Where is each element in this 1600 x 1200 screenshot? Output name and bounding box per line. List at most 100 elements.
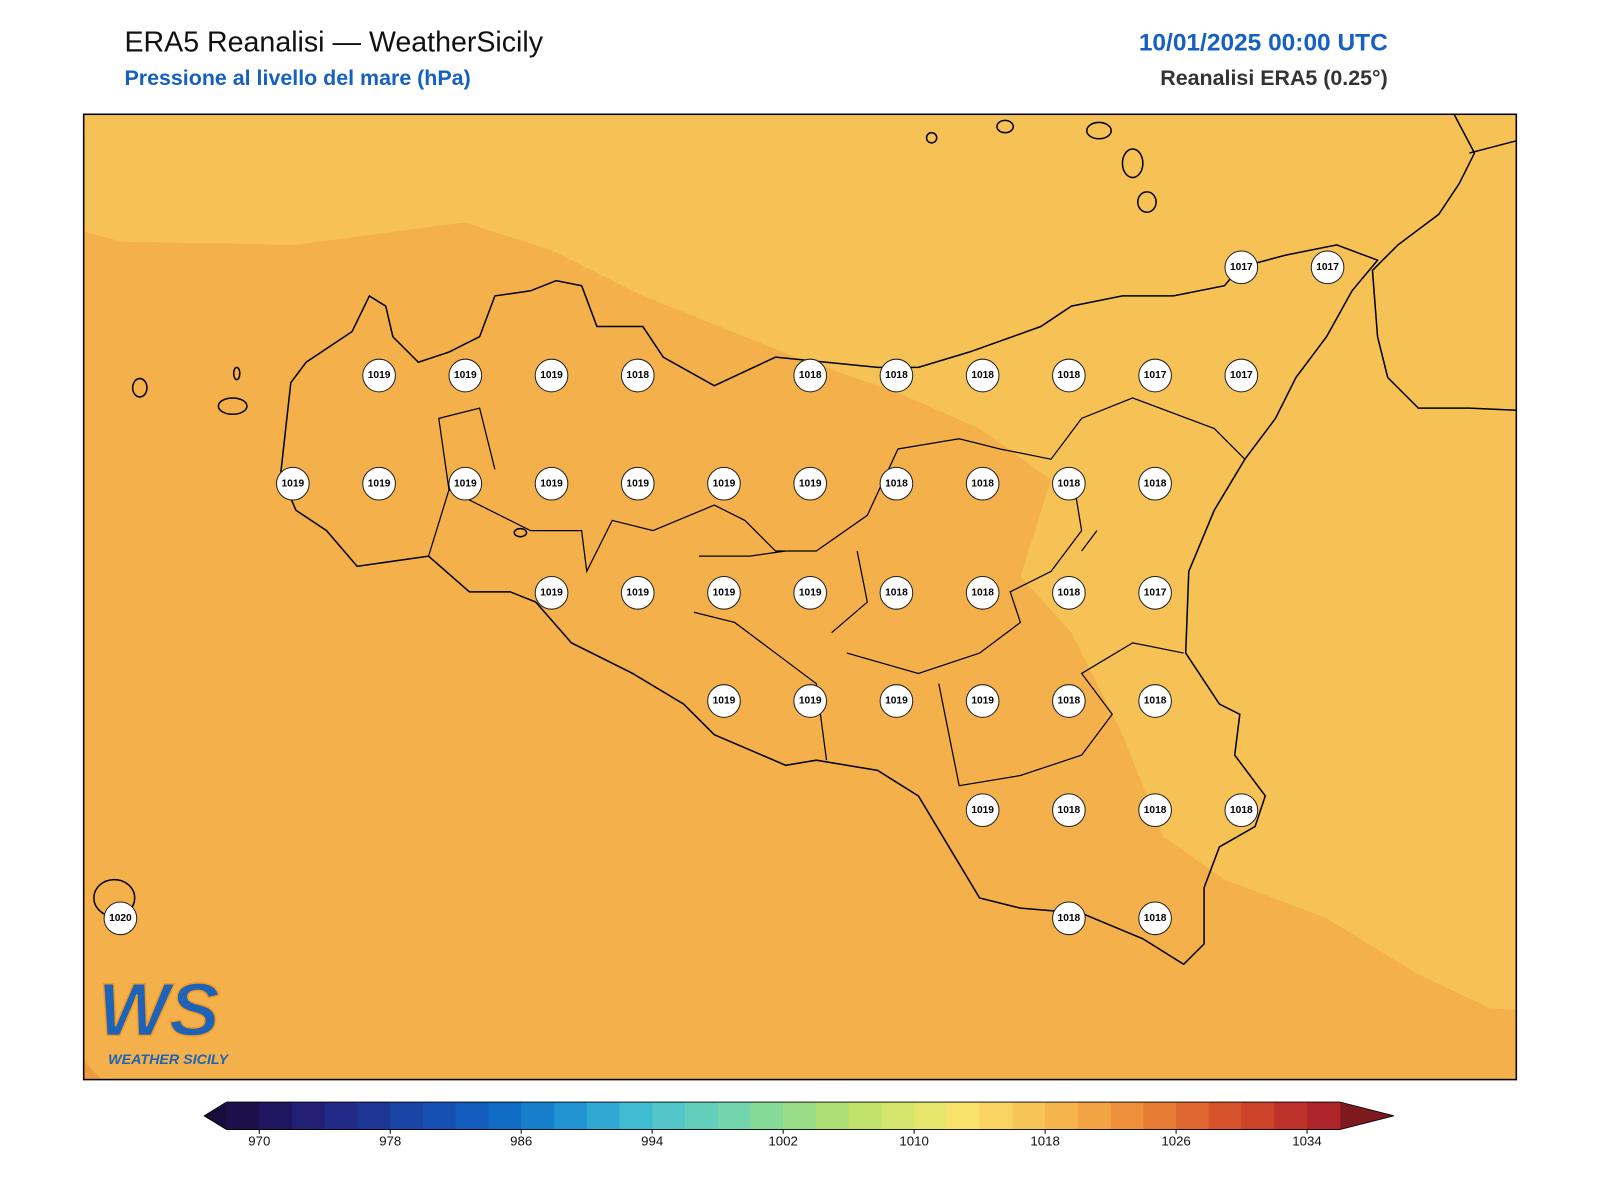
station-marker bbox=[707, 576, 741, 610]
colorbar-segment bbox=[1012, 1102, 1046, 1130]
station-value: 1018 bbox=[971, 478, 994, 489]
logo-name: WEATHER SICILY bbox=[108, 1052, 229, 1068]
pressure-field-high bbox=[83, 114, 1517, 1011]
station-value: 1018 bbox=[1144, 913, 1167, 924]
colorbar-segment bbox=[1176, 1102, 1210, 1130]
station-value: 1019 bbox=[971, 696, 994, 707]
colorbar-segment bbox=[357, 1102, 391, 1130]
station-value: 1018 bbox=[1058, 805, 1081, 816]
colorbar-over bbox=[1339, 1102, 1394, 1130]
station-value: 1019 bbox=[282, 478, 305, 489]
colorbar-segment bbox=[717, 1102, 751, 1130]
calabria-coast bbox=[1371, 114, 1517, 411]
station-value: 1019 bbox=[540, 478, 563, 489]
station-value: 1018 bbox=[885, 370, 908, 381]
colorbar-segment bbox=[226, 1102, 260, 1130]
station-value: 1018 bbox=[1058, 588, 1081, 599]
station-marker bbox=[1138, 793, 1172, 828]
station-value: 1018 bbox=[1058, 913, 1081, 924]
station-marker bbox=[879, 576, 914, 610]
station-marker bbox=[1138, 901, 1172, 936]
station-marker bbox=[1052, 793, 1086, 828]
stations: 1017 1017 1019 1019 1019 1018 1018 1018 1018 1018… bbox=[103, 250, 1345, 936]
station-value: 1018 bbox=[1144, 805, 1167, 816]
station-value: 1018 bbox=[626, 370, 649, 381]
station-value: 1019 bbox=[368, 478, 391, 489]
colorbar-segment bbox=[619, 1102, 653, 1130]
colorbar-segment bbox=[750, 1102, 784, 1130]
station-value: 1018 bbox=[1058, 696, 1081, 707]
station-marker bbox=[448, 466, 483, 501]
subtitle: Pressione al livello del mare (hPa) bbox=[124, 66, 470, 90]
station-marker bbox=[707, 466, 741, 501]
station-value: 1019 bbox=[799, 696, 822, 707]
station-marker bbox=[965, 576, 1000, 610]
colorbar-segment bbox=[1241, 1102, 1275, 1130]
station-marker bbox=[362, 466, 396, 501]
station-value: 1019 bbox=[713, 696, 736, 707]
colorbar-segment bbox=[455, 1102, 489, 1130]
station-marker bbox=[1138, 358, 1172, 393]
station-value: 1019 bbox=[626, 588, 649, 599]
colorbar-segment bbox=[914, 1102, 948, 1130]
station-value: 1018 bbox=[1144, 478, 1167, 489]
colorbar-under bbox=[204, 1102, 227, 1130]
colorbar-segment bbox=[586, 1102, 620, 1130]
station-marker bbox=[793, 576, 828, 610]
colorbar-tick-label: 1002 bbox=[768, 1133, 797, 1148]
station-value: 1018 bbox=[1058, 370, 1081, 381]
map bbox=[83, 114, 1517, 1080]
colorbar-tick-label: 994 bbox=[641, 1133, 663, 1148]
station-value: 1017 bbox=[1230, 262, 1253, 273]
station-marker bbox=[1224, 793, 1259, 828]
station-value: 1019 bbox=[454, 478, 477, 489]
colorbar-segment bbox=[881, 1102, 915, 1130]
station-marker bbox=[103, 901, 138, 936]
colorbar-segment bbox=[553, 1102, 588, 1130]
colorbar-segment bbox=[1307, 1102, 1341, 1130]
colorbar-segment bbox=[422, 1102, 457, 1130]
colorbar-segment bbox=[1208, 1102, 1243, 1130]
station-value: 1020 bbox=[109, 913, 132, 924]
logo: WS WEATHER SICILY bbox=[97, 967, 229, 1068]
colorbar-segment bbox=[979, 1102, 1013, 1130]
province-borders bbox=[427, 397, 1246, 787]
colorbar-tick-label: 1026 bbox=[1161, 1133, 1190, 1148]
station-marker bbox=[1052, 901, 1086, 936]
logo-mark: WS bbox=[98, 968, 220, 1052]
colorbar-segment bbox=[783, 1102, 817, 1130]
station-value: 1019 bbox=[713, 478, 736, 489]
station-value: 1018 bbox=[885, 478, 908, 489]
station-value: 1019 bbox=[368, 370, 391, 381]
colorbar-segment bbox=[259, 1102, 293, 1130]
colorbar-outline bbox=[203, 1101, 1394, 1131]
station-value: 1017 bbox=[1144, 370, 1167, 381]
station-value: 1019 bbox=[799, 588, 822, 599]
station-marker bbox=[1224, 250, 1259, 285]
station-marker bbox=[965, 358, 1000, 393]
station-value: 1017 bbox=[1144, 588, 1167, 599]
map-frame bbox=[82, 113, 1518, 1081]
station-value: 1018 bbox=[971, 588, 994, 599]
station-marker bbox=[620, 358, 655, 393]
station-marker bbox=[448, 358, 483, 393]
colorbar-segment bbox=[521, 1102, 555, 1130]
colorbar-segment bbox=[488, 1102, 522, 1130]
colorbar-segment bbox=[1045, 1102, 1079, 1130]
station-value: 1018 bbox=[799, 370, 822, 381]
station-value: 1019 bbox=[713, 588, 736, 599]
colorbar: 970 978 986 994 1002 1010 1018 1026 1034 bbox=[203, 1101, 1394, 1148]
station-marker bbox=[534, 576, 569, 610]
station-value: 1018 bbox=[1058, 478, 1081, 489]
station-marker bbox=[276, 466, 310, 501]
station-value: 1018 bbox=[971, 370, 994, 381]
station-value: 1018 bbox=[1230, 805, 1253, 816]
title: ERA5 Reanalisi — WeatherSicily bbox=[124, 26, 543, 58]
station-marker bbox=[879, 466, 914, 501]
station-marker bbox=[793, 358, 828, 393]
colorbar-tick-label: 1018 bbox=[1030, 1133, 1059, 1148]
colorbar-segment bbox=[652, 1102, 686, 1130]
station-value: 1017 bbox=[1230, 370, 1253, 381]
station-value: 1019 bbox=[626, 478, 649, 489]
